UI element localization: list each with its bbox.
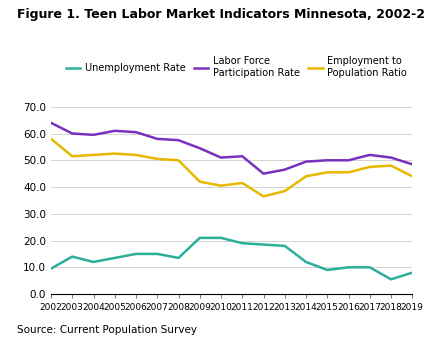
Unemployment Rate <box>91 260 96 264</box>
Line: Unemployment Rate: Unemployment Rate <box>51 238 412 279</box>
Labor Force
Participation Rate <box>218 155 224 160</box>
Employment to
Population Ratio <box>197 180 202 184</box>
Unemployment Rate <box>240 241 245 245</box>
Unemployment Rate <box>261 243 266 247</box>
Text: Figure 1. Teen Labor Market Indicators Minnesota, 2002-2019: Figure 1. Teen Labor Market Indicators M… <box>17 8 425 21</box>
Employment to
Population Ratio <box>176 158 181 162</box>
Employment to
Population Ratio <box>91 153 96 157</box>
Employment to
Population Ratio <box>367 165 372 169</box>
Labor Force
Participation Rate <box>303 160 309 164</box>
Unemployment Rate <box>197 236 202 240</box>
Employment to
Population Ratio <box>282 189 287 193</box>
Unemployment Rate <box>70 255 75 259</box>
Legend: Unemployment Rate, Labor Force
Participation Rate, Employment to
Population Rati: Unemployment Rate, Labor Force Participa… <box>62 52 411 82</box>
Unemployment Rate <box>346 265 351 269</box>
Labor Force
Participation Rate <box>282 168 287 172</box>
Unemployment Rate <box>133 252 139 256</box>
Unemployment Rate <box>48 267 54 271</box>
Labor Force
Participation Rate <box>112 129 117 133</box>
Unemployment Rate <box>303 260 309 264</box>
Labor Force
Participation Rate <box>133 130 139 134</box>
Employment to
Population Ratio <box>48 137 54 141</box>
Labor Force
Participation Rate <box>325 158 330 162</box>
Labor Force
Participation Rate <box>410 162 415 166</box>
Labor Force
Participation Rate <box>388 155 394 160</box>
Labor Force
Participation Rate <box>346 158 351 162</box>
Employment to
Population Ratio <box>218 184 224 188</box>
Line: Employment to
Population Ratio: Employment to Population Ratio <box>51 139 412 196</box>
Labor Force
Participation Rate <box>367 153 372 157</box>
Labor Force
Participation Rate <box>48 121 54 125</box>
Labor Force
Participation Rate <box>261 172 266 176</box>
Unemployment Rate <box>282 244 287 248</box>
Employment to
Population Ratio <box>240 181 245 185</box>
Unemployment Rate <box>367 265 372 269</box>
Unemployment Rate <box>410 271 415 275</box>
Employment to
Population Ratio <box>133 153 139 157</box>
Line: Labor Force
Participation Rate: Labor Force Participation Rate <box>51 123 412 174</box>
Labor Force
Participation Rate <box>155 137 160 141</box>
Labor Force
Participation Rate <box>197 146 202 150</box>
Labor Force
Participation Rate <box>91 133 96 137</box>
Unemployment Rate <box>176 256 181 260</box>
Labor Force
Participation Rate <box>176 138 181 142</box>
Labor Force
Participation Rate <box>240 154 245 158</box>
Employment to
Population Ratio <box>346 170 351 174</box>
Employment to
Population Ratio <box>410 174 415 178</box>
Employment to
Population Ratio <box>388 164 394 168</box>
Unemployment Rate <box>112 256 117 260</box>
Unemployment Rate <box>388 277 394 281</box>
Employment to
Population Ratio <box>261 194 266 198</box>
Employment to
Population Ratio <box>325 170 330 174</box>
Employment to
Population Ratio <box>70 154 75 158</box>
Unemployment Rate <box>155 252 160 256</box>
Unemployment Rate <box>325 268 330 272</box>
Employment to
Population Ratio <box>155 157 160 161</box>
Employment to
Population Ratio <box>112 151 117 155</box>
Text: Source: Current Population Survey: Source: Current Population Survey <box>17 324 197 335</box>
Employment to
Population Ratio <box>303 174 309 178</box>
Unemployment Rate <box>218 236 224 240</box>
Labor Force
Participation Rate <box>70 131 75 136</box>
